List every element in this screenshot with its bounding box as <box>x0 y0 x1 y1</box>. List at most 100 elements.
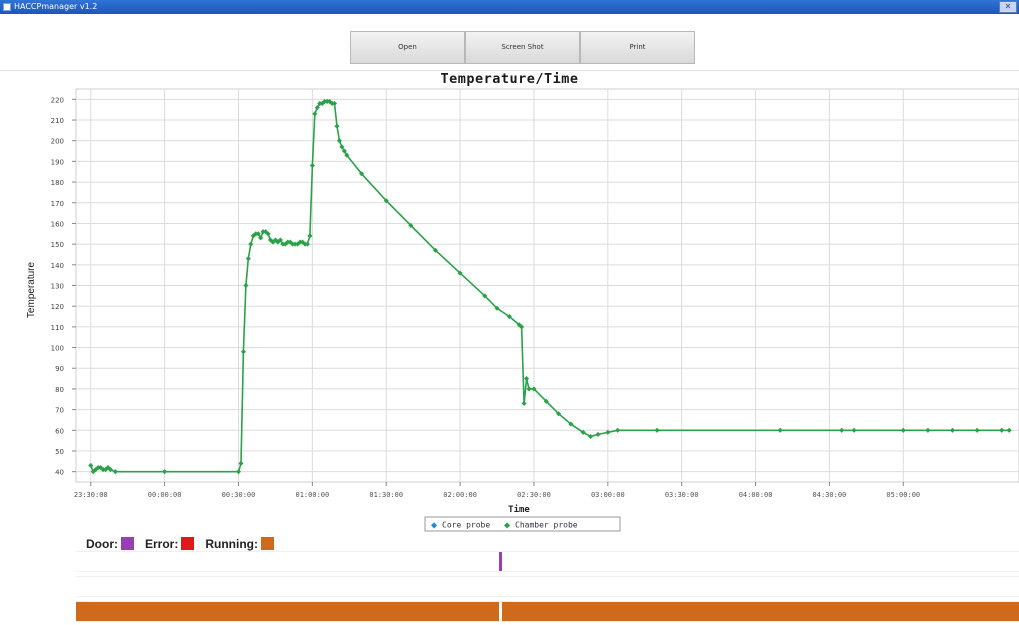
y-tick-label: 220 <box>51 96 64 104</box>
x-tick-label: 00:30:00 <box>222 491 256 499</box>
door-label: Door: <box>86 536 118 551</box>
data-point <box>304 241 310 247</box>
y-tick-label: 60 <box>55 427 64 435</box>
series-line-chamber-probe <box>90 100 1010 474</box>
y-tick-label: 180 <box>51 179 64 187</box>
legend-chamber-probe: Chamber probe <box>515 521 578 530</box>
data-point <box>999 427 1005 433</box>
running-interval <box>76 602 500 621</box>
temperature-chart: 40 50 60 70 80 90 100 110 120 130 140 150 160 170 180 1… <box>26 88 1019 532</box>
y-tick-label: 40 <box>55 469 64 477</box>
status-legend: Door: Error: Running: <box>86 536 285 551</box>
y-tick-label: 200 <box>51 138 64 146</box>
legend-core-probe: Core probe <box>442 521 490 530</box>
data-point <box>339 144 345 150</box>
door-timeline <box>76 551 1019 572</box>
y-tick-label: 120 <box>51 303 64 311</box>
x-tick-label: 02:30:00 <box>517 491 551 499</box>
data-point <box>307 233 313 239</box>
data-point <box>580 429 586 435</box>
data-point <box>334 123 340 129</box>
x-tick-label: 02:00:00 <box>443 491 477 499</box>
data-point <box>519 324 525 330</box>
door-event-mark <box>499 552 503 571</box>
running-label: Running: <box>205 536 258 551</box>
data-point <box>506 313 512 320</box>
x-tick-label: 00:00:00 <box>148 491 182 499</box>
x-tick-label: 04:00:00 <box>739 491 773 499</box>
y-tick-label: 110 <box>51 324 64 332</box>
data-point <box>482 293 488 299</box>
y-tick-label: 80 <box>55 386 64 394</box>
y-tick-label: 90 <box>55 365 64 373</box>
data-point <box>524 376 530 382</box>
window-title: HACCPmanager v1.2 <box>14 2 98 11</box>
y-tick-label: 140 <box>51 262 64 270</box>
y-tick-label: 210 <box>51 117 64 125</box>
data-point <box>526 386 532 392</box>
y-tick-label: 70 <box>55 407 64 415</box>
data-point <box>243 282 249 289</box>
x-tick-label: 05:00:00 <box>886 491 920 499</box>
data-point <box>408 222 414 229</box>
data-point <box>1006 427 1012 433</box>
data-point <box>235 469 242 475</box>
x-tick-label: 01:30:00 <box>369 491 403 499</box>
x-tick-label: 23:30:00 <box>74 491 108 499</box>
y-tick-label: 170 <box>51 200 64 208</box>
toolbar: Open Screen Shot Print <box>0 14 1019 71</box>
y-tick-label: 160 <box>51 220 64 228</box>
y-tick-label: 130 <box>51 283 64 291</box>
data-point <box>255 231 261 237</box>
screenshot-button[interactable]: Screen Shot <box>465 31 580 64</box>
y-axis-label: Temperature <box>26 261 37 318</box>
data-point <box>900 427 906 433</box>
data-point <box>112 469 118 475</box>
data-point <box>925 427 931 433</box>
x-tick-label: 04:30:00 <box>813 491 847 499</box>
data-point <box>383 198 389 204</box>
y-tick-label: 100 <box>51 345 64 353</box>
data-point <box>162 469 168 475</box>
data-point <box>457 270 463 276</box>
error-swatch <box>181 537 195 551</box>
data-point <box>248 241 254 247</box>
x-axis-label: Time <box>508 504 530 515</box>
app-icon <box>3 3 11 11</box>
data-point <box>277 237 283 243</box>
x-tick-label: 03:30:00 <box>665 491 699 499</box>
data-point <box>568 421 574 427</box>
open-button[interactable]: Open <box>350 31 465 64</box>
data-point <box>238 460 244 466</box>
data-point <box>839 427 845 433</box>
data-point <box>265 231 271 237</box>
y-tick-label: 50 <box>55 448 64 456</box>
legend-chamber-probe-icon: ◆ <box>504 521 511 530</box>
data-point <box>245 256 251 262</box>
data-point <box>240 349 246 355</box>
data-point <box>556 411 562 417</box>
print-button[interactable]: Print <box>580 31 695 64</box>
error-label: Error: <box>145 536 179 551</box>
y-tick-label: 150 <box>51 241 64 249</box>
data-point <box>615 427 621 433</box>
data-point <box>777 427 783 433</box>
running-timeline <box>76 601 1019 622</box>
x-tick-label: 01:00:00 <box>296 491 330 499</box>
legend-core-probe-icon: ◆ <box>431 521 438 530</box>
data-point <box>974 427 980 433</box>
running-swatch <box>261 537 274 551</box>
x-tick-label: 03:00:00 <box>591 491 625 499</box>
data-point <box>654 427 660 433</box>
data-point <box>851 427 857 433</box>
legend-box <box>424 516 621 532</box>
data-point <box>605 429 611 435</box>
running-interval <box>501 602 1019 621</box>
chart-title: Temperature/Time <box>440 71 579 87</box>
close-button[interactable]: ✕ <box>999 1 1017 13</box>
window-titlebar: HACCPmanager v1.2 ✕ <box>0 0 1019 14</box>
data-point <box>543 398 549 404</box>
door-swatch <box>121 537 134 551</box>
y-tick-label: 190 <box>51 158 64 166</box>
data-point <box>494 305 500 311</box>
